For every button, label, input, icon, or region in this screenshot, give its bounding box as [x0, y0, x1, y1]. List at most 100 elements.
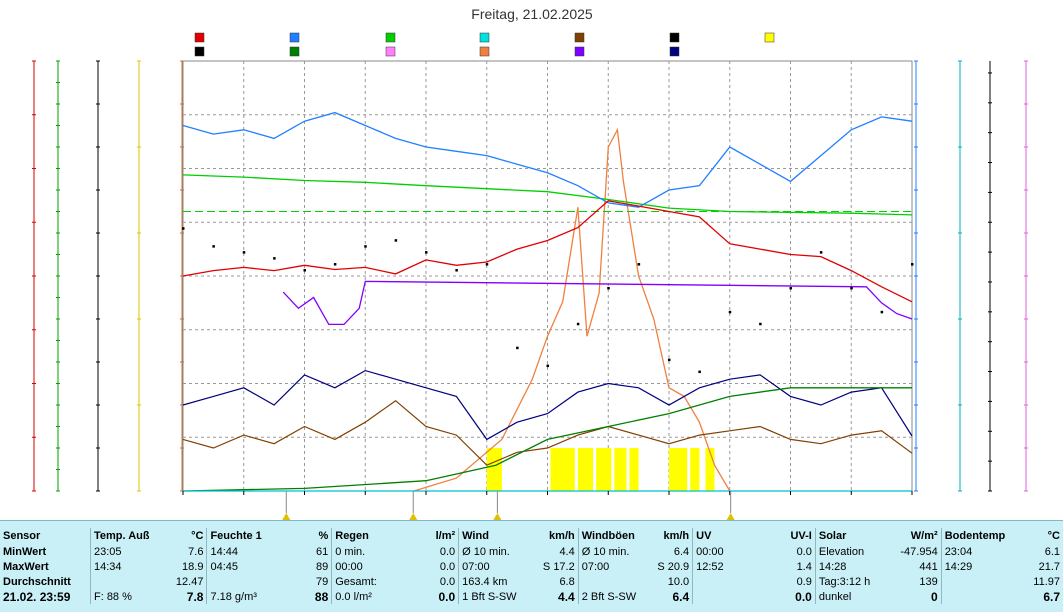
stats-current-hum-value: 88 [314, 589, 329, 604]
time-marker-triangle [726, 513, 735, 520]
stats-current-soil-time [940, 589, 1006, 604]
stats-header-wind-unit: km/h [549, 530, 575, 542]
direction-point [364, 245, 367, 248]
direction-point [546, 364, 549, 368]
direction-point [182, 227, 185, 230]
stats-min-rain-time: 0 min. [331, 544, 397, 559]
stats-avg-uv-time [692, 574, 758, 589]
stats-current-gust-time: 2 Bft S-SW [577, 589, 641, 604]
direction-point [516, 346, 519, 350]
series-line-wind [182, 399, 913, 466]
time-marker-triangle [282, 513, 291, 520]
sunshine-bar [486, 448, 502, 491]
legend-swatch [574, 46, 585, 57]
direction-point [425, 251, 428, 254]
legend-swatch [669, 46, 680, 57]
stats-current-uv-time [692, 589, 758, 604]
stats-avg-row: Durchschnitt 12.47 79 Gesamt: 0.0 163.4 … [0, 574, 1063, 589]
sunshine-bar [577, 448, 594, 491]
stats-avg-soil-time [940, 574, 1006, 589]
stats-header-hum-unit: % [318, 530, 329, 542]
stats-max-wind-value: S 17.2 [542, 560, 575, 573]
stats-avg-temp-time [89, 574, 149, 589]
stats-header-temp-unit: °C [191, 530, 204, 542]
sunshine-bars [486, 448, 715, 491]
sunshine-bar [596, 448, 612, 491]
series-line-feuchte-1 [182, 111, 913, 208]
sunshine-bar [550, 448, 575, 491]
right-axes [914, 60, 1028, 492]
stats-min-wind-time: Ø 10 min. [458, 544, 519, 559]
stats-avg-hum-value: 79 [316, 575, 329, 588]
stats-header-sensor: Sensor [3, 530, 41, 542]
legend-swatch [194, 46, 205, 57]
stats-avg-rain-value: 0.0 [439, 575, 456, 588]
stats-header-solar-unit: W/m² [910, 530, 938, 542]
stats-current-rain-time: 0.0 l/m² [331, 589, 397, 604]
weather-chart: Freitag, 21.02.2025 [32, 6, 1028, 520]
stats-avg-wind-time: 163.4 km [458, 574, 519, 589]
stats-header-gust: Windböen [577, 528, 641, 544]
stats-avg-uv-value: 0.9 [796, 575, 812, 588]
time-marker-triangle [493, 513, 502, 520]
legend-swatch [669, 32, 680, 43]
stats-current-label: 21.02. 23:59 [3, 589, 71, 604]
stats-avg-solar-time: Tag:3:12 h [814, 574, 883, 589]
stats-min-hum-value: 61 [316, 545, 329, 558]
stats-min-temp-time: 23:05 [89, 544, 149, 559]
stats-header-wind: Wind [458, 528, 519, 544]
direction-point [880, 310, 884, 314]
stats-current-soil-value: 6.7 [1043, 589, 1060, 604]
stats-max-row: MaxWert 14:34 18.9 04:45 89 00:00 0.0 07… [0, 559, 1063, 574]
stats-avg-rain-time: Gesamt: [331, 574, 397, 589]
legend-swatch [385, 32, 396, 43]
stats-min-solar-time: Elevation [814, 544, 883, 559]
stats-avg-temp-value: 12.47 [175, 575, 204, 588]
direction-point [242, 251, 246, 254]
stats-min-soil-time: 23:04 [940, 544, 1006, 559]
chart-title: Freitag, 21.02.2025 [471, 6, 593, 22]
stats-max-soil-time: 14:29 [940, 559, 1006, 574]
direction-point [394, 239, 398, 242]
stats-min-row: MinWert 23:05 7.6 14:44 61 0 min. 0.0 Ø … [0, 544, 1063, 559]
stats-max-hum-value: 89 [316, 560, 329, 573]
stats-header-gust-unit: km/h [663, 530, 690, 542]
stats-min-uv-value: 0.0 [796, 545, 812, 558]
sunshine-bar [629, 448, 639, 491]
direction-point [303, 269, 306, 272]
stats-max-gust-value: S 20.9 [657, 560, 690, 573]
stats-current-temp-time: F: 88 % [89, 589, 149, 604]
direction-point [911, 263, 914, 266]
series-layer [182, 111, 914, 492]
legend-swatch [479, 46, 490, 57]
stats-current-wind-value: 4.4 [558, 589, 575, 604]
direction-point [789, 286, 792, 290]
stats-max-uv-value: 1.4 [796, 560, 812, 573]
stats-min-solar-value: -47.954 [900, 545, 938, 558]
stats-header-uv-unit: UV-I [790, 530, 812, 542]
stats-avg-hum-time [206, 574, 272, 589]
stats-max-label: MaxWert [3, 560, 49, 573]
stats-current-hum-time: 7.18 g/m³ [206, 589, 272, 604]
stats-avg-gust-time [577, 574, 641, 589]
x-axis [182, 491, 913, 495]
direction-point [759, 322, 762, 326]
direction-point [607, 286, 610, 290]
stats-min-temp-value: 7.6 [188, 545, 204, 558]
legend-swatch [385, 46, 396, 57]
direction-point [850, 286, 853, 290]
stats-max-solar-time: 14:28 [814, 559, 883, 574]
stats-avg-wind-value: 6.8 [559, 575, 575, 588]
direction-point [668, 358, 671, 362]
stats-min-soil-value: 6.1 [1044, 545, 1060, 558]
stats-table: Sensor Temp. Außen °C Feuchte 1 % Regen … [0, 528, 1063, 604]
sunshine-bar [614, 448, 627, 491]
stats-header-hum: Feuchte 1 [206, 528, 272, 544]
series-line-temp-au-en [182, 200, 913, 303]
stats-min-uv-time: 00:00 [692, 544, 758, 559]
stats-min-hum-time: 14:44 [206, 544, 272, 559]
series-line-windchill [282, 280, 913, 326]
stats-avg-label: Durchschnitt [3, 575, 71, 588]
stats-current-rain-value: 0.0 [438, 589, 456, 604]
stats-max-gust-time: 07:00 [577, 559, 641, 574]
